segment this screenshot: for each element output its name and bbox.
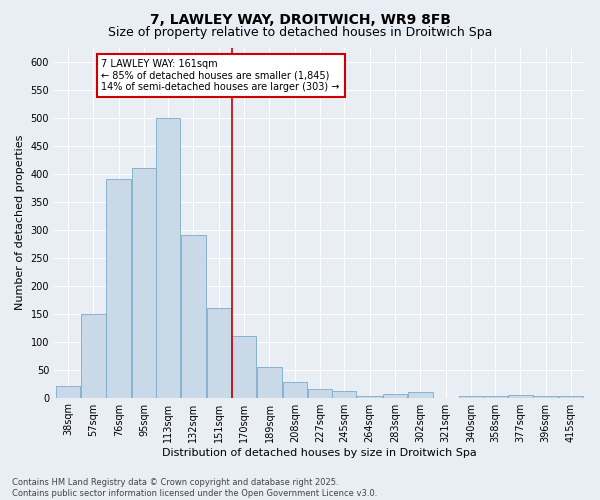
- Bar: [533, 396, 558, 398]
- Bar: [181, 235, 206, 398]
- Text: 7 LAWLEY WAY: 161sqm
← 85% of detached houses are smaller (1,845)
14% of semi-de: 7 LAWLEY WAY: 161sqm ← 85% of detached h…: [101, 59, 340, 92]
- Bar: [106, 179, 131, 398]
- Bar: [508, 395, 533, 398]
- Y-axis label: Number of detached properties: Number of detached properties: [15, 135, 25, 310]
- Bar: [81, 314, 106, 398]
- Bar: [383, 394, 407, 398]
- Bar: [232, 336, 256, 398]
- X-axis label: Distribution of detached houses by size in Droitwich Spa: Distribution of detached houses by size …: [162, 448, 477, 458]
- Bar: [357, 396, 382, 398]
- Bar: [559, 396, 583, 398]
- Text: 7, LAWLEY WAY, DROITWICH, WR9 8FB: 7, LAWLEY WAY, DROITWICH, WR9 8FB: [149, 12, 451, 26]
- Bar: [458, 396, 483, 398]
- Bar: [257, 367, 282, 398]
- Bar: [332, 391, 356, 398]
- Bar: [408, 392, 433, 398]
- Bar: [206, 308, 231, 398]
- Bar: [156, 118, 181, 398]
- Bar: [308, 389, 332, 398]
- Bar: [56, 386, 80, 398]
- Text: Size of property relative to detached houses in Droitwich Spa: Size of property relative to detached ho…: [108, 26, 492, 39]
- Bar: [132, 168, 157, 398]
- Bar: [482, 396, 507, 398]
- Bar: [283, 382, 307, 398]
- Text: Contains HM Land Registry data © Crown copyright and database right 2025.
Contai: Contains HM Land Registry data © Crown c…: [12, 478, 377, 498]
